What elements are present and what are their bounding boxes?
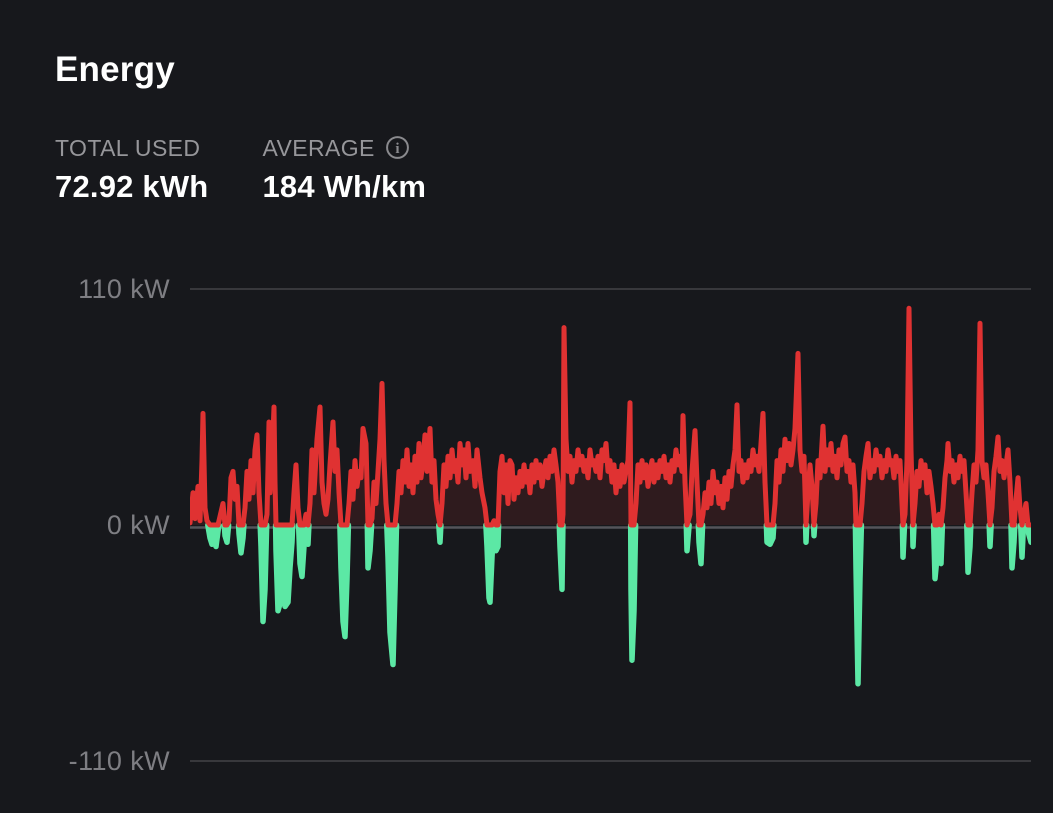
y-axis-tick-neg110: -110 kW: [68, 746, 170, 776]
stats-row: TOTAL USED 72.92 kWh AVERAGE i 184 Wh/km: [55, 135, 426, 205]
total-used-value: 72.92 kWh: [55, 169, 209, 204]
power-trace-plot[interactable]: [190, 259, 1031, 791]
stat-average: AVERAGE i 184 Wh/km: [262, 135, 426, 205]
svg-text:i: i: [395, 141, 399, 157]
average-label: AVERAGE: [262, 135, 375, 161]
y-axis-tick-110: 110 kW: [78, 274, 170, 304]
y-axis-tick-0: 0 kW: [106, 510, 170, 540]
average-value: 184 Wh/km: [262, 169, 427, 204]
total-used-label: TOTAL USED: [55, 135, 201, 161]
page-title: Energy: [55, 50, 175, 89]
info-circle-icon[interactable]: i: [385, 135, 410, 160]
stat-total-used: TOTAL USED 72.92 kWh: [55, 135, 208, 205]
